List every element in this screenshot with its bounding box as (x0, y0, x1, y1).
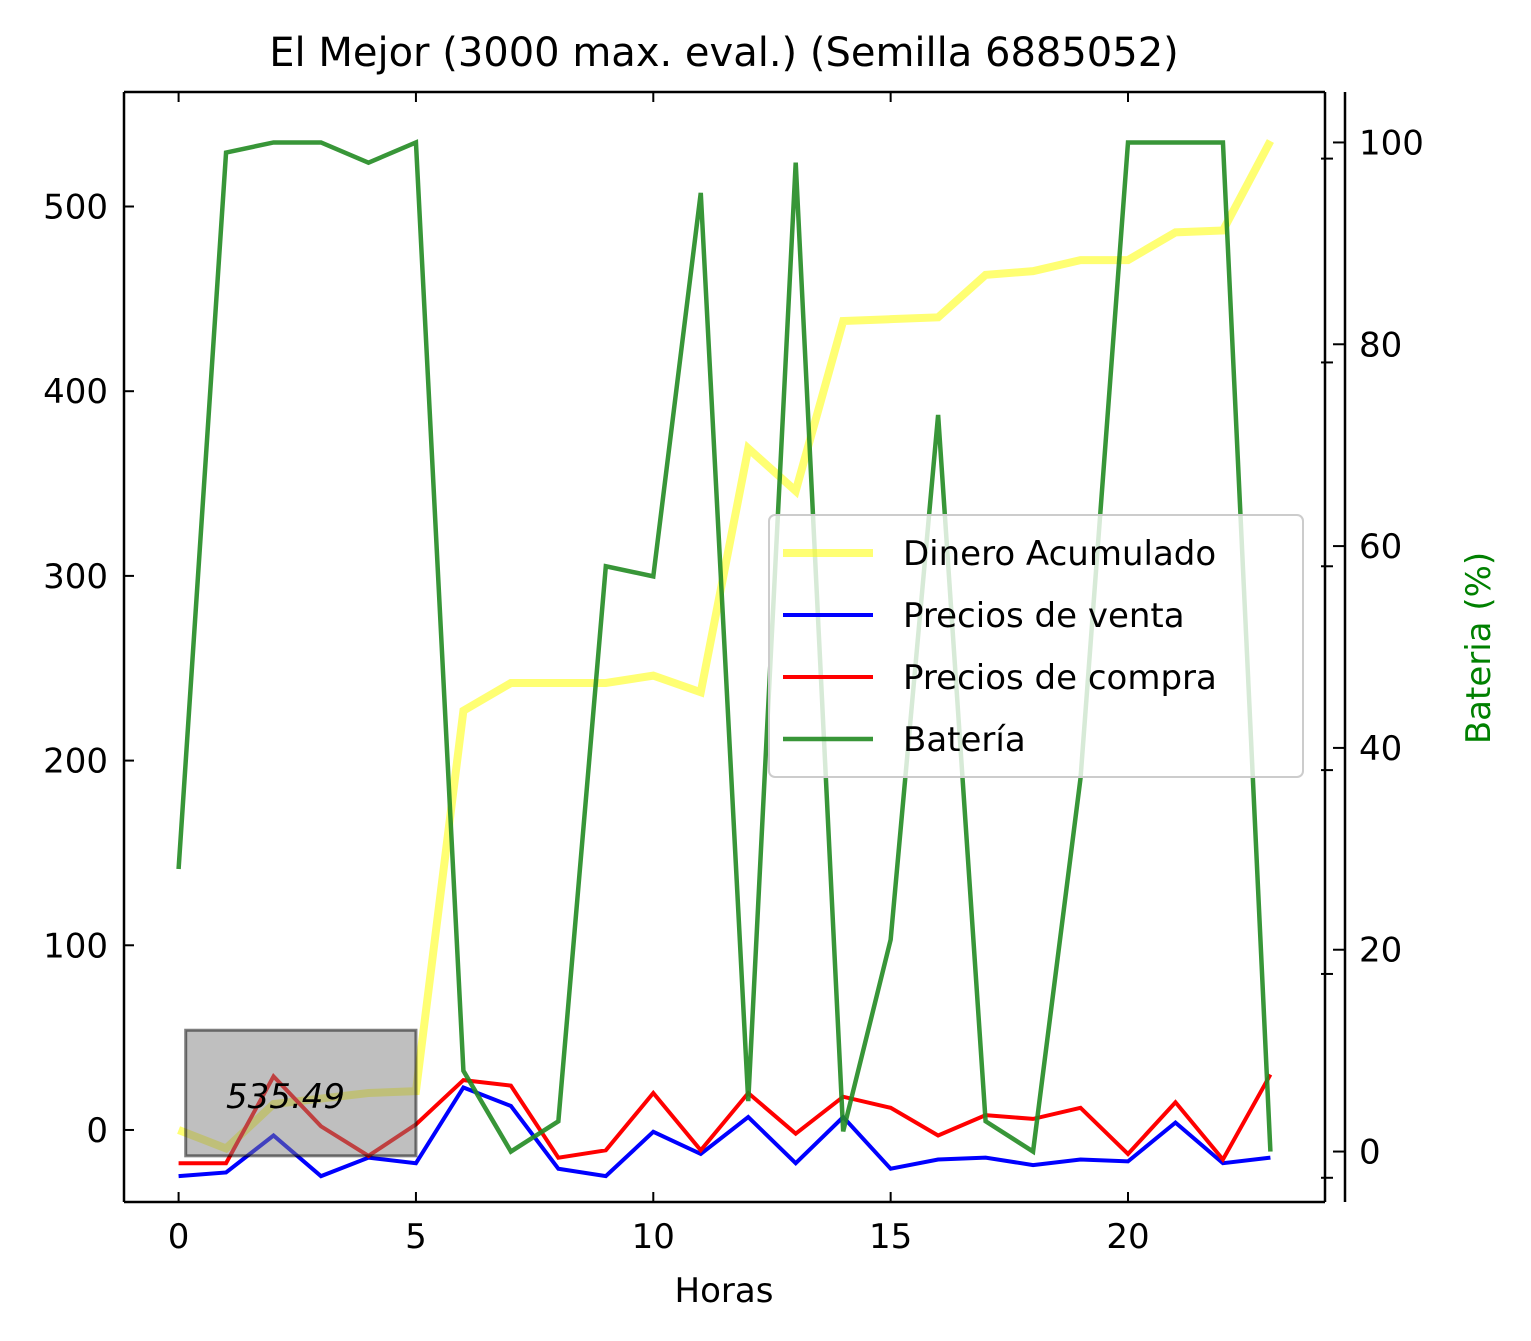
legend: Dinero Acumulado Precios de venta Precios … (768, 514, 1304, 778)
y2-axis-title: Bateria (%) (1459, 552, 1499, 744)
annotation-box (184, 1028, 418, 1158)
x-tick-label: 10 (632, 1217, 675, 1257)
y-tick-label: 500 (43, 188, 108, 228)
y-tick-label: 200 (43, 742, 108, 782)
x-axis-title: Horas (675, 1271, 774, 1311)
y2-tick-label: 60 (1359, 527, 1402, 567)
x-tick-label: 15 (869, 1217, 912, 1257)
y2-tick-label: 0 (1359, 1133, 1381, 1173)
series-line-precios-de-venta (178, 1085, 1271, 1179)
annotation-layer: 535.49 (184, 1028, 418, 1158)
legend-label: Batería (903, 720, 1026, 760)
x-tick-label: 5 (405, 1217, 427, 1257)
y2-tick-label: 100 (1359, 123, 1424, 163)
legend-label: Dinero Acumulado (903, 534, 1216, 574)
legend-label: Precios de venta (903, 596, 1185, 636)
y-tick-label: 400 (43, 372, 108, 412)
x-tick-label: 20 (1106, 1217, 1149, 1257)
y2-tick-label: 40 (1359, 729, 1402, 769)
x-tick-label: 0 (168, 1217, 190, 1257)
legend-label: Precios de compra (903, 658, 1217, 698)
annotation-value: 535.49 (226, 1077, 345, 1117)
y2-tick-label: 80 (1359, 325, 1402, 365)
legend-box (768, 514, 1304, 778)
y-tick-label: 0 (86, 1111, 108, 1151)
y2-tick-label: 20 (1359, 931, 1402, 971)
y-tick-label: 300 (43, 557, 108, 597)
y-tick-label: 100 (43, 926, 108, 966)
chart-title: El Mejor (3000 max. eval.) (Semilla 6885… (269, 30, 1179, 76)
